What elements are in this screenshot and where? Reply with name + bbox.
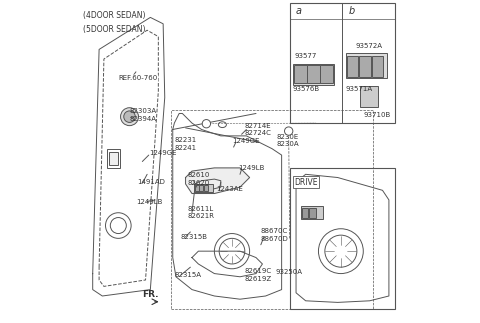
Text: 82610
82620: 82610 82620 xyxy=(187,172,210,186)
Ellipse shape xyxy=(218,122,227,128)
Bar xyxy=(301,206,323,219)
Text: b: b xyxy=(349,6,355,16)
Bar xyxy=(302,208,308,218)
Text: 82231
82241: 82231 82241 xyxy=(174,137,197,151)
Text: REF.60-760: REF.60-760 xyxy=(118,75,157,81)
Text: 93250A: 93250A xyxy=(275,269,302,275)
Circle shape xyxy=(124,111,135,122)
Bar xyxy=(107,149,120,168)
Text: 82619C
82619Z: 82619C 82619Z xyxy=(245,268,272,282)
Text: 1491AD: 1491AD xyxy=(138,179,166,185)
Text: 82315A: 82315A xyxy=(174,272,201,278)
Text: a: a xyxy=(296,6,302,16)
Bar xyxy=(360,86,378,107)
Bar xyxy=(108,152,118,165)
Text: 1249LB: 1249LB xyxy=(239,165,265,171)
Bar xyxy=(199,185,204,191)
Bar xyxy=(293,64,335,85)
Bar xyxy=(294,66,307,83)
Text: FR.: FR. xyxy=(142,289,158,298)
Text: 93577: 93577 xyxy=(294,53,317,59)
Text: 88670C
88670D: 88670C 88670D xyxy=(261,228,288,242)
Text: 93572A: 93572A xyxy=(355,43,382,49)
Bar xyxy=(346,53,387,78)
Text: 82315B: 82315B xyxy=(181,234,208,240)
Bar xyxy=(307,66,320,83)
Bar xyxy=(194,185,199,191)
Bar xyxy=(171,110,373,309)
Bar xyxy=(289,168,396,309)
Bar xyxy=(310,208,316,218)
Text: 1243AE: 1243AE xyxy=(216,186,243,192)
Text: 1249GE: 1249GE xyxy=(149,151,176,157)
Text: (5DOOR SEDAN): (5DOOR SEDAN) xyxy=(83,26,145,35)
Bar xyxy=(204,185,208,191)
Polygon shape xyxy=(186,168,250,193)
Bar xyxy=(193,184,213,192)
Circle shape xyxy=(285,127,293,135)
Text: 82611L
82621R: 82611L 82621R xyxy=(187,206,214,220)
Text: 8230E
8230A: 8230E 8230A xyxy=(277,134,300,147)
Text: b: b xyxy=(286,127,291,136)
Text: DRIVE: DRIVE xyxy=(294,178,318,186)
Circle shape xyxy=(120,108,139,126)
Bar xyxy=(320,66,333,83)
Bar xyxy=(360,56,371,77)
Circle shape xyxy=(362,90,375,103)
Text: 93576B: 93576B xyxy=(293,87,320,92)
Circle shape xyxy=(202,120,211,128)
Text: 82714E
82724C: 82714E 82724C xyxy=(245,123,272,136)
Bar xyxy=(289,3,396,123)
Bar xyxy=(347,56,358,77)
Bar xyxy=(372,56,384,77)
Text: 1249GE: 1249GE xyxy=(232,138,260,144)
Text: 93710B: 93710B xyxy=(363,112,391,118)
Text: 1249LB: 1249LB xyxy=(136,199,162,204)
Text: a: a xyxy=(204,119,209,128)
Text: 93571A: 93571A xyxy=(346,87,373,92)
Text: 82303A
82394A: 82303A 82394A xyxy=(130,108,156,122)
Text: (4DOOR SEDAN): (4DOOR SEDAN) xyxy=(83,11,145,20)
